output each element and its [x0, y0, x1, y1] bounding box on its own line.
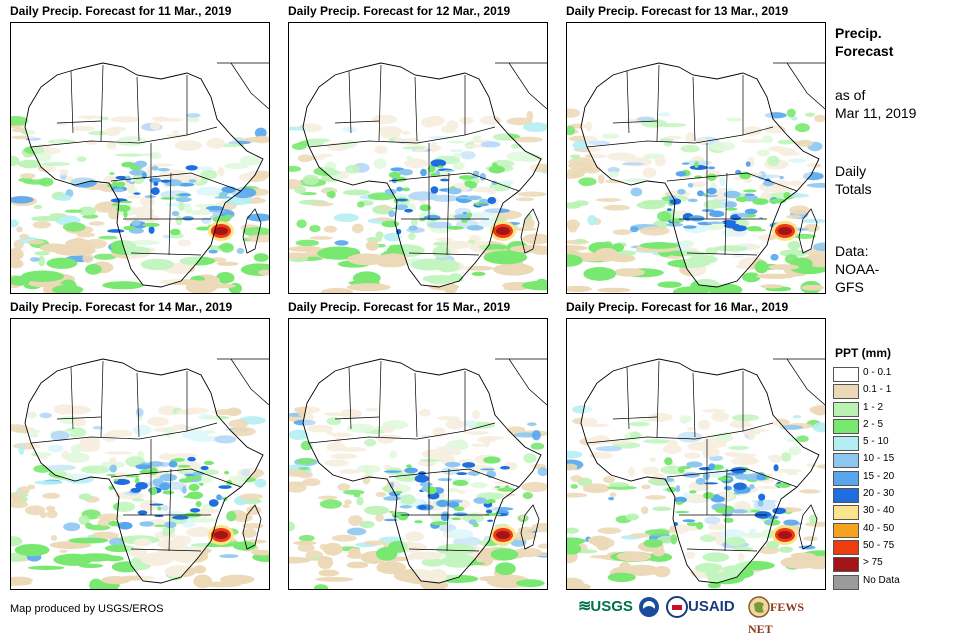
noaa-logo-icon	[638, 596, 660, 620]
usgs-text: USGS	[590, 598, 633, 615]
as-of-value: Mar 11, 2019	[835, 105, 917, 121]
africa-map	[567, 62, 825, 293]
fewsnet-logo: FEWS NET	[748, 596, 828, 636]
africa-map	[11, 62, 269, 293]
usaid-seal-icon	[666, 596, 688, 618]
panel-title: Daily Precip. Forecast for 15 Mar., 2019	[288, 300, 511, 314]
precip-map	[10, 318, 270, 590]
legend-item: 50 - 75	[833, 539, 938, 556]
side-heading: Precip. Forecast	[835, 24, 893, 60]
legend-item: 15 - 20	[833, 470, 938, 487]
precip-map	[288, 22, 548, 294]
data-source: Data: NOAA- GFS	[835, 242, 879, 296]
legend-item: > 75	[833, 556, 938, 573]
legend-label: 5 - 10	[863, 436, 889, 448]
heading-line: Forecast	[835, 43, 894, 59]
legend: 0 - 0.1 0.1 - 1 1 - 2 2 - 5 5 - 10 10 - 15 15 …	[833, 366, 938, 591]
legend-item: No Data	[833, 574, 938, 591]
legend-label: 40 - 50	[863, 522, 895, 534]
legend-label: 0 - 0.1	[863, 367, 892, 378]
legend-title: PPT (mm)	[835, 346, 892, 360]
panel-title: Daily Precip. Forecast for 13 Mar., 2019	[566, 4, 789, 18]
legend-label: > 75	[863, 557, 883, 569]
legend-swatch	[833, 539, 859, 555]
legend-swatch	[833, 505, 859, 521]
daily-line: Daily	[835, 163, 867, 179]
precip-map	[288, 318, 548, 590]
legend-swatch	[833, 522, 859, 538]
legend-swatch	[833, 367, 859, 382]
panel-title: Daily Precip. Forecast for 14 Mar., 2019	[10, 300, 233, 314]
legend-item: 0.1 - 1	[833, 383, 938, 400]
data-line: Data:	[835, 243, 869, 259]
legend-label: 20 - 30	[863, 488, 895, 500]
legend-swatch	[833, 401, 859, 417]
legend-item: 0 - 0.1	[833, 366, 938, 383]
as-of-label: as of	[835, 87, 866, 103]
legend-item: 1 - 2	[833, 401, 938, 418]
precip-map	[10, 22, 270, 294]
daily-totals: Daily Totals	[835, 162, 872, 198]
usgs-logo: ≋USGS	[578, 598, 633, 615]
legend-item: 30 - 40	[833, 504, 938, 521]
legend-label: 10 - 15	[863, 453, 895, 465]
heading-line: Precip.	[835, 25, 882, 41]
panel-title: Daily Precip. Forecast for 16 Mar., 2019	[566, 300, 789, 314]
legend-swatch	[833, 488, 859, 504]
legend-swatch	[833, 453, 859, 469]
legend-swatch	[833, 384, 859, 400]
data-line: GFS	[835, 279, 864, 295]
legend-swatch	[833, 436, 859, 452]
usaid-logo: USAID	[666, 596, 744, 620]
legend-label: 30 - 40	[863, 505, 895, 517]
africa-map	[289, 358, 547, 589]
legend-label: 50 - 75	[863, 539, 895, 551]
fewsnet-globe-icon	[748, 596, 770, 618]
legend-item: 2 - 5	[833, 418, 938, 435]
africa-map	[567, 358, 825, 589]
africa-map	[11, 358, 269, 589]
daily-line: Totals	[835, 181, 872, 197]
precip-map	[566, 22, 826, 294]
data-line: NOAA-	[835, 261, 880, 277]
legend-swatch	[833, 418, 859, 434]
legend-label: 15 - 20	[863, 470, 895, 482]
precip-map	[566, 318, 826, 590]
legend-swatch	[833, 470, 859, 486]
legend-label: 2 - 5	[863, 418, 884, 430]
panel-title: Daily Precip. Forecast for 11 Mar., 2019	[10, 4, 232, 18]
legend-label: No Data	[863, 574, 900, 586]
africa-map	[289, 62, 547, 293]
legend-item: 10 - 15	[833, 452, 938, 469]
map-credit: Map produced by USGS/EROS	[10, 603, 164, 615]
panel-title: Daily Precip. Forecast for 12 Mar., 2019	[288, 4, 511, 18]
legend-swatch	[833, 557, 859, 573]
legend-label: 0.1 - 1	[863, 384, 892, 396]
legend-label: 1 - 2	[863, 401, 884, 413]
legend-item: 40 - 50	[833, 522, 938, 539]
legend-swatch	[833, 574, 859, 590]
as-of-date: as of Mar 11, 2019	[835, 86, 916, 122]
legend-item: 5 - 10	[833, 435, 938, 452]
legend-item: 20 - 30	[833, 487, 938, 504]
usaid-text: USAID	[688, 598, 735, 615]
